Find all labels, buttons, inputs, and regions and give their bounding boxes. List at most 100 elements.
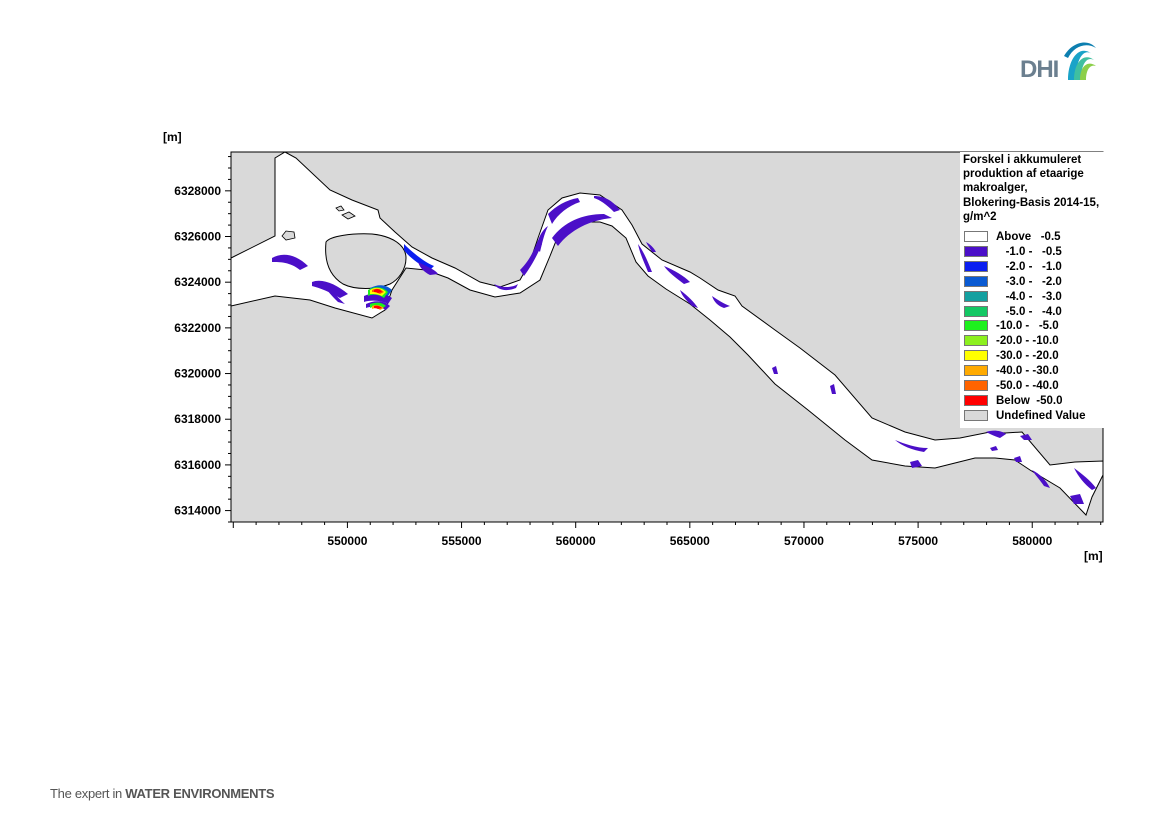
patch bbox=[986, 430, 1006, 438]
legend-label: -10.0 - -5.0 bbox=[996, 320, 1059, 333]
patch bbox=[638, 244, 652, 272]
logo-wordmark: DHI bbox=[1020, 56, 1059, 83]
patch bbox=[1070, 494, 1084, 504]
patch bbox=[418, 262, 438, 275]
y-axis: 6328000 6326000 6324000 6322000 6320000 63180… bbox=[174, 156, 231, 523]
patch bbox=[1020, 434, 1032, 440]
patch bbox=[680, 290, 698, 308]
x-tick-label: 550000 bbox=[327, 534, 367, 548]
y-tick-label: 6322000 bbox=[174, 321, 221, 335]
legend-label: -5.0 - -4.0 bbox=[996, 305, 1062, 318]
x-tick-label: 560000 bbox=[556, 534, 596, 548]
legend-label: -30.0 - -20.0 bbox=[996, 350, 1059, 363]
patch bbox=[552, 214, 612, 246]
patch bbox=[664, 266, 690, 284]
island-small-2 bbox=[341, 211, 356, 220]
patch bbox=[322, 282, 345, 304]
legend-label: Undefined Value bbox=[996, 409, 1086, 422]
patch bbox=[548, 198, 580, 224]
legend-swatch bbox=[964, 275, 988, 287]
patch bbox=[494, 284, 518, 291]
legend-item: -30.0 - -20.0 bbox=[964, 349, 1104, 363]
legend-label: -50.0 - -40.0 bbox=[996, 380, 1059, 392]
legend-item: -50.0 - -40.0 bbox=[964, 379, 1104, 393]
legend-label: Below -50.0 bbox=[996, 394, 1063, 407]
patch bbox=[712, 296, 730, 308]
legend-item: -10.0 - -5.0 bbox=[964, 319, 1104, 333]
legend-swatch bbox=[964, 231, 988, 242]
x-tick-label: 565000 bbox=[670, 534, 710, 548]
legend-swatch bbox=[964, 350, 988, 362]
legend-swatch bbox=[964, 380, 988, 391]
legend-item: -1.0 - -0.5 bbox=[964, 245, 1104, 259]
legend-item: -4.0 - -3.0 bbox=[964, 290, 1104, 304]
legend-swatch bbox=[964, 245, 988, 257]
patch bbox=[1032, 470, 1050, 488]
y-tick-label: 6314000 bbox=[174, 504, 221, 518]
x-axis-unit: [m] bbox=[1084, 549, 1103, 563]
legend: Forskel i akkumuleret produktion af etaa… bbox=[960, 152, 1104, 428]
patch bbox=[830, 384, 836, 394]
legend-item: -3.0 - -2.0 bbox=[964, 275, 1104, 289]
patch bbox=[990, 446, 998, 451]
patch bbox=[1014, 456, 1022, 462]
legend-item: Undefined Value bbox=[964, 409, 1104, 423]
y-tick-label: 6328000 bbox=[174, 184, 221, 198]
legend-label: -40.0 - -30.0 bbox=[996, 365, 1059, 378]
legend-swatch bbox=[964, 394, 988, 406]
patch bbox=[646, 242, 656, 252]
footer-tagline: The expert in WATER ENVIRONMENTS bbox=[50, 786, 275, 801]
legend-item: Above -0.5 bbox=[964, 230, 1104, 244]
x-tick-label: 575000 bbox=[898, 534, 938, 548]
x-axis: 550000 555000 560000 565000 570000 575000 5800… bbox=[232, 522, 1102, 548]
y-tick-label: 6326000 bbox=[174, 230, 221, 244]
y-tick-label: 6316000 bbox=[174, 458, 221, 472]
legend-swatch bbox=[964, 305, 988, 317]
island-small-3 bbox=[335, 205, 345, 212]
patch bbox=[374, 288, 382, 293]
legend-label: -2.0 - -1.0 bbox=[996, 260, 1062, 273]
difference-patches bbox=[272, 196, 1096, 504]
legend-swatch bbox=[964, 290, 988, 302]
map-plot: 6328000 6326000 6324000 6322000 6320000 63180… bbox=[174, 151, 1104, 548]
legend-swatch bbox=[964, 335, 988, 347]
patch bbox=[1074, 468, 1096, 490]
island-large bbox=[325, 233, 407, 289]
tagline-strong: WATER ENVIRONMENTS bbox=[125, 786, 275, 801]
y-tick-label: 6320000 bbox=[174, 367, 221, 381]
legend-label: -20.0 - -10.0 bbox=[996, 335, 1059, 348]
tagline-prefix: The expert in bbox=[50, 786, 126, 801]
patch bbox=[594, 196, 620, 212]
patch bbox=[536, 226, 548, 252]
legend-item: Below -50.0 bbox=[964, 394, 1104, 408]
patch bbox=[772, 366, 778, 374]
patch bbox=[404, 244, 434, 270]
x-tick-label: 580000 bbox=[1012, 534, 1052, 548]
patch bbox=[374, 305, 382, 309]
hotspot-patch bbox=[364, 285, 392, 310]
patch bbox=[895, 440, 928, 452]
y-tick-label: 6318000 bbox=[174, 412, 221, 426]
patch bbox=[520, 240, 542, 276]
legend-label: -4.0 - -3.0 bbox=[996, 290, 1062, 303]
legend-label: -3.0 - -2.0 bbox=[996, 275, 1062, 288]
dhi-logo: DHI bbox=[1018, 36, 1098, 84]
legend-item: -5.0 - -4.0 bbox=[964, 305, 1104, 319]
legend-item: -40.0 - -30.0 bbox=[964, 364, 1104, 378]
legend-label: Above -0.5 bbox=[996, 231, 1061, 243]
patch bbox=[272, 254, 308, 270]
legend-item: -20.0 - -10.0 bbox=[964, 334, 1104, 348]
x-tick-label: 555000 bbox=[442, 534, 482, 548]
legend-item: -2.0 - -1.0 bbox=[964, 260, 1104, 274]
legend-swatch bbox=[964, 409, 988, 421]
legend-swatch bbox=[964, 320, 988, 332]
legend-swatch bbox=[964, 260, 988, 272]
x-tick-label: 570000 bbox=[784, 534, 824, 548]
dhi-wave-icon bbox=[1064, 42, 1096, 80]
legend-swatch bbox=[964, 365, 988, 377]
y-axis-unit: [m] bbox=[163, 130, 182, 144]
island-small-1 bbox=[281, 230, 296, 241]
y-tick-label: 6324000 bbox=[174, 275, 221, 289]
patch bbox=[910, 460, 922, 468]
legend-title: Forskel i akkumuleret produktion af etaa… bbox=[963, 154, 1100, 223]
